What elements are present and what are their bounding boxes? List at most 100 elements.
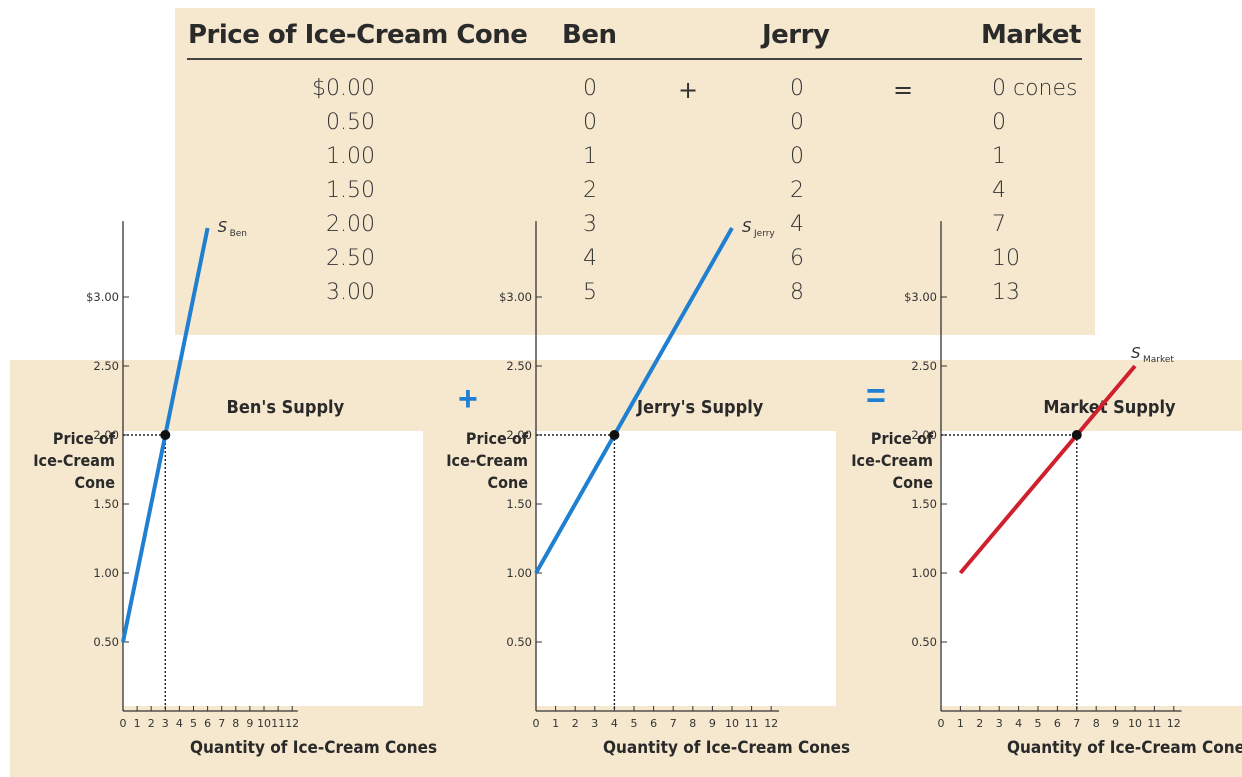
- ben-x-axis-label: Quantity of Ice-Cream Cones: [190, 738, 438, 758]
- ben-highlight-point: [160, 430, 171, 440]
- market-x-tick-label: 8: [1093, 717, 1100, 730]
- cell-ben: 0: [583, 76, 597, 101]
- cell-jerry: 4: [790, 212, 804, 237]
- jerry-y-tick-label: $3.00: [499, 290, 532, 304]
- cell-price: 2.50: [326, 246, 375, 271]
- cell-market: 1: [992, 144, 1006, 169]
- jerry-x-tick-label: 11: [745, 717, 759, 730]
- table-plus-sign: +: [678, 76, 699, 104]
- cell-ben: 0: [583, 110, 597, 135]
- cell-jerry: 0: [790, 76, 804, 101]
- ben-x-tick-label: 5: [190, 717, 197, 730]
- market-x-tick-label: 10: [1128, 717, 1142, 730]
- jerry-y-tick-label: 2.50: [506, 359, 532, 373]
- jerry-x-tick-label: 10: [725, 717, 739, 730]
- ben-y-tick-label: 0.50: [93, 635, 119, 649]
- cell-jerry: 8: [790, 280, 804, 305]
- market-supply-line: [958, 364, 1137, 575]
- plus-operator: +: [458, 380, 478, 418]
- cell-ben: 5: [583, 280, 597, 305]
- ben-x-tick-label: 11: [271, 717, 285, 730]
- ben-x-tick-label: 3: [162, 717, 169, 730]
- ben-x-tick-label: 9: [246, 717, 253, 730]
- jerry-chart-title: Jerry's Supply: [637, 397, 764, 418]
- jerry-x-tick-label: 8: [689, 717, 696, 730]
- cell-market: 0: [992, 110, 1006, 135]
- jerry-y-tick-label: 2.00: [506, 428, 532, 442]
- cell-market: 13: [992, 280, 1020, 305]
- market-x-tick-label: 7: [1073, 717, 1080, 730]
- cell-price: 3.00: [326, 280, 375, 305]
- jerry-x-tick-label: 5: [631, 717, 638, 730]
- market-y-tick-label: $3.00: [904, 290, 937, 304]
- ben-x-tick-label: 1: [134, 717, 141, 730]
- cell-ben: 4: [583, 246, 597, 271]
- jerry-x-tick-label: 7: [670, 717, 677, 730]
- table-header-price: Price of Ice-Cream Cone: [188, 20, 528, 50]
- market-plot-area: [940, 431, 1242, 706]
- market-y-axis-label: Price of Ice-Cream Cone: [851, 429, 933, 492]
- table-header-market: Market: [981, 20, 1081, 50]
- ben-x-tick-label: 10: [257, 717, 271, 730]
- market-chart-title: Market Supply: [1043, 397, 1176, 418]
- equals-operator: =: [866, 377, 886, 415]
- jerry-highlight-point: [609, 430, 620, 440]
- ben-x-tick-label: 6: [204, 717, 211, 730]
- market-chart: 0.501.001.502.002.50$3.000 1 2 3 4 5 6 7 8 9 10 11 1…: [904, 221, 1182, 730]
- market-x-tick-label: 3: [996, 717, 1003, 730]
- supply-table: [175, 8, 1095, 335]
- ben-x-tick-label: 0: [120, 717, 127, 730]
- jerry-x-tick-label: 0: [533, 717, 540, 730]
- market-y-tick-label: 0.50: [911, 635, 937, 649]
- market-highlight-point: [1071, 430, 1082, 440]
- jerry-x-tick-label: 4: [611, 717, 618, 730]
- ben-chart: 0.501.001.502.002.50$3.000 1 2 3 4 5 6 7 8 9 10 11 1…: [86, 218, 299, 730]
- ben-supply-curve-label: S: [218, 218, 228, 236]
- cell-jerry: 0: [790, 110, 804, 135]
- ben-y-axis-label: Price of Ice-Cream Cone: [33, 429, 115, 492]
- jerry-plot-area: [536, 431, 836, 706]
- jerry-y-tick-label: 0.50: [506, 635, 532, 649]
- ben-y-tick-label: 2.00: [93, 428, 119, 442]
- jerry-x-tick-label: 3: [591, 717, 598, 730]
- ben-y-tick-label: 2.50: [93, 359, 119, 373]
- market-x-tick-label: 11: [1147, 717, 1161, 730]
- jerry-x-tick-label: 1: [552, 717, 559, 730]
- market-x-tick-label: 1: [957, 717, 964, 730]
- cell-price: 2.00: [326, 212, 375, 237]
- table-header-jerry: Jerry: [762, 20, 830, 50]
- jerry-y-tick-label: 1.00: [506, 566, 532, 580]
- ben-y-tick-label: $3.00: [86, 290, 119, 304]
- market-x-tick-label: 4: [1015, 717, 1022, 730]
- market-y-tick-label: 2.50: [911, 359, 937, 373]
- jerry-supply-curve-label: S: [742, 218, 752, 236]
- cell-market: 0 cones: [992, 76, 1078, 101]
- ben-plot-area: [123, 431, 423, 706]
- market-y-tick-label: 1.00: [911, 566, 937, 580]
- table-header-rule: [187, 58, 1082, 60]
- ben-supply-curve-subscript: Ben: [230, 229, 247, 239]
- ben-x-tick-label: 12: [285, 717, 299, 730]
- ben-x-tick-label: 4: [176, 717, 183, 730]
- cell-market: 10: [992, 246, 1020, 271]
- cell-jerry: 0: [790, 144, 804, 169]
- cell-market: 7: [992, 212, 1006, 237]
- market-x-tick-label: 6: [1054, 717, 1061, 730]
- cell-ben: 2: [583, 178, 597, 203]
- market-x-tick-label: 2: [976, 717, 983, 730]
- jerry-y-tick-label: 1.50: [506, 497, 532, 511]
- ben-x-tick-label: 2: [148, 717, 155, 730]
- cell-jerry: 2: [790, 178, 804, 203]
- market-y-tick-label: 1.50: [911, 497, 937, 511]
- cell-price: 0.50: [326, 110, 375, 135]
- cell-price: 1.00: [326, 144, 375, 169]
- table-equals-sign: =: [893, 76, 914, 104]
- market-supply-curve-subscript: Market: [1143, 355, 1174, 365]
- jerry-x-tick-label: 12: [764, 717, 778, 730]
- jerry-x-tick-label: 9: [709, 717, 716, 730]
- cell-jerry: 6: [790, 246, 804, 271]
- jerry-supply-curve-subscript: Jerry: [753, 229, 775, 239]
- cell-price: $0.00: [312, 76, 375, 101]
- cell-ben: 3: [583, 212, 597, 237]
